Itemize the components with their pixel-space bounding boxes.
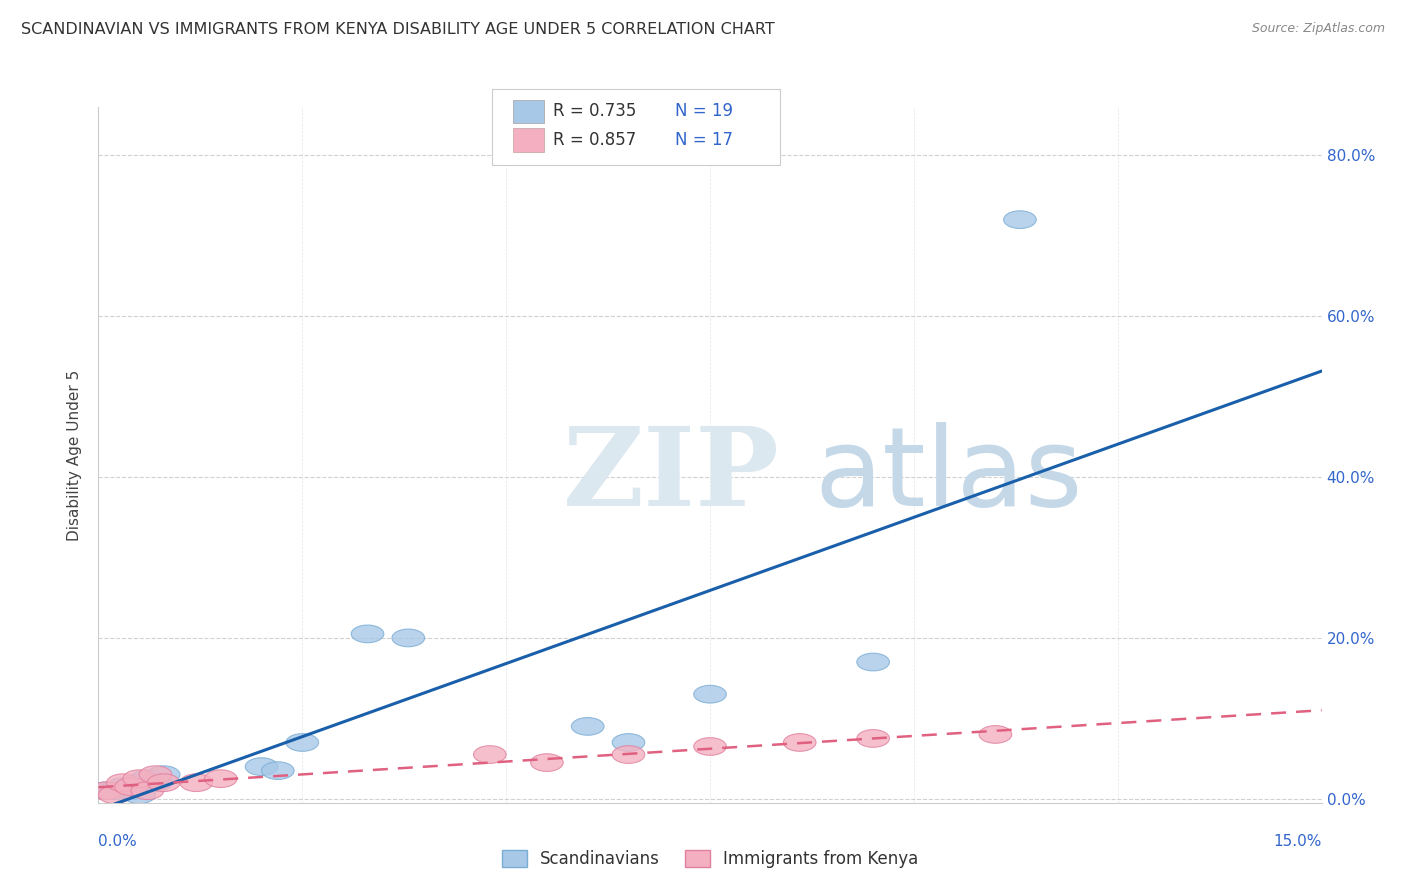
- Ellipse shape: [392, 629, 425, 647]
- Text: Source: ZipAtlas.com: Source: ZipAtlas.com: [1251, 22, 1385, 36]
- Text: 15.0%: 15.0%: [1274, 834, 1322, 849]
- Y-axis label: Disability Age Under 5: Disability Age Under 5: [67, 369, 83, 541]
- Ellipse shape: [131, 782, 163, 799]
- Text: 0.0%: 0.0%: [98, 834, 138, 849]
- Text: SCANDINAVIAN VS IMMIGRANTS FROM KENYA DISABILITY AGE UNDER 5 CORRELATION CHART: SCANDINAVIAN VS IMMIGRANTS FROM KENYA DI…: [21, 22, 775, 37]
- Ellipse shape: [530, 754, 564, 772]
- Text: N = 19: N = 19: [675, 102, 733, 120]
- Ellipse shape: [1004, 211, 1036, 228]
- Ellipse shape: [856, 730, 890, 747]
- Ellipse shape: [98, 782, 131, 799]
- Ellipse shape: [90, 782, 122, 799]
- Ellipse shape: [122, 770, 156, 788]
- Ellipse shape: [98, 786, 131, 804]
- Ellipse shape: [612, 733, 645, 751]
- Ellipse shape: [693, 738, 727, 756]
- Ellipse shape: [245, 758, 278, 775]
- Ellipse shape: [131, 770, 163, 788]
- Ellipse shape: [139, 774, 172, 791]
- Ellipse shape: [148, 766, 180, 783]
- Ellipse shape: [115, 778, 148, 796]
- Ellipse shape: [204, 770, 238, 788]
- Ellipse shape: [783, 733, 815, 751]
- Ellipse shape: [180, 774, 212, 791]
- Ellipse shape: [90, 782, 122, 799]
- Ellipse shape: [115, 782, 148, 799]
- Ellipse shape: [979, 725, 1012, 743]
- Text: R = 0.857: R = 0.857: [553, 131, 636, 149]
- Text: ZIP: ZIP: [564, 422, 780, 529]
- Text: N = 17: N = 17: [675, 131, 733, 149]
- Ellipse shape: [856, 653, 890, 671]
- Ellipse shape: [122, 786, 156, 804]
- Ellipse shape: [107, 778, 139, 796]
- Ellipse shape: [262, 762, 294, 780]
- Ellipse shape: [285, 733, 319, 751]
- Ellipse shape: [107, 774, 139, 791]
- Ellipse shape: [139, 766, 172, 783]
- Ellipse shape: [122, 774, 156, 791]
- Text: atlas: atlas: [814, 422, 1083, 529]
- Ellipse shape: [693, 685, 727, 703]
- Ellipse shape: [352, 625, 384, 643]
- Ellipse shape: [474, 746, 506, 764]
- Ellipse shape: [612, 746, 645, 764]
- Text: R = 0.735: R = 0.735: [553, 102, 636, 120]
- Legend: Scandinavians, Immigrants from Kenya: Scandinavians, Immigrants from Kenya: [495, 843, 925, 874]
- Ellipse shape: [571, 717, 605, 735]
- Ellipse shape: [148, 774, 180, 791]
